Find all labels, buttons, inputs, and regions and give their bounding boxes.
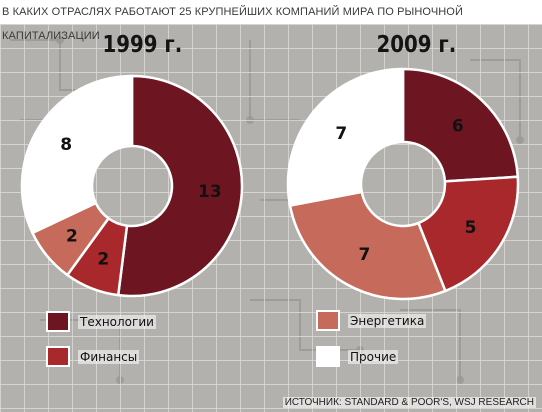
legend-item-technology: Технологии xyxy=(46,311,156,332)
legend-label-finance: Финансы xyxy=(78,350,139,364)
legend-label-technology: Технологии xyxy=(78,315,156,329)
value-label-2009-energy: 7 xyxy=(359,245,371,265)
legend-item-energy: Энергетика xyxy=(316,310,426,331)
legend-label-energy: Энергетика xyxy=(348,314,426,328)
value-label-1999-technology: 13 xyxy=(198,182,222,202)
value-label-1999-other: 8 xyxy=(60,135,72,155)
slice-1999-other xyxy=(22,76,132,233)
donut-2009: 6 5 7 7 xyxy=(288,69,518,299)
legend-item-other: Прочие xyxy=(316,346,398,367)
value-label-2009-technology: 6 xyxy=(452,117,464,137)
value-label-1999-energy: 2 xyxy=(66,227,78,247)
value-label-2009-finance: 5 xyxy=(465,218,477,238)
legend-swatch-finance xyxy=(46,346,70,367)
legend-swatch-other xyxy=(316,346,340,367)
value-label-1999-finance: 2 xyxy=(97,250,109,270)
donut-1999: 13 22 8 xyxy=(22,76,242,296)
value-label-2009-other: 7 xyxy=(335,124,347,144)
legend-swatch-energy xyxy=(316,310,340,331)
slice-1999-technology xyxy=(118,76,242,296)
legend-swatch-technology xyxy=(46,311,70,332)
source-note: ИСТОЧНИК: STANDARD & POOR'S, WSJ RESEARC… xyxy=(283,397,536,408)
legend-item-finance: Финансы xyxy=(46,346,139,367)
legend-label-other: Прочие xyxy=(348,350,398,364)
